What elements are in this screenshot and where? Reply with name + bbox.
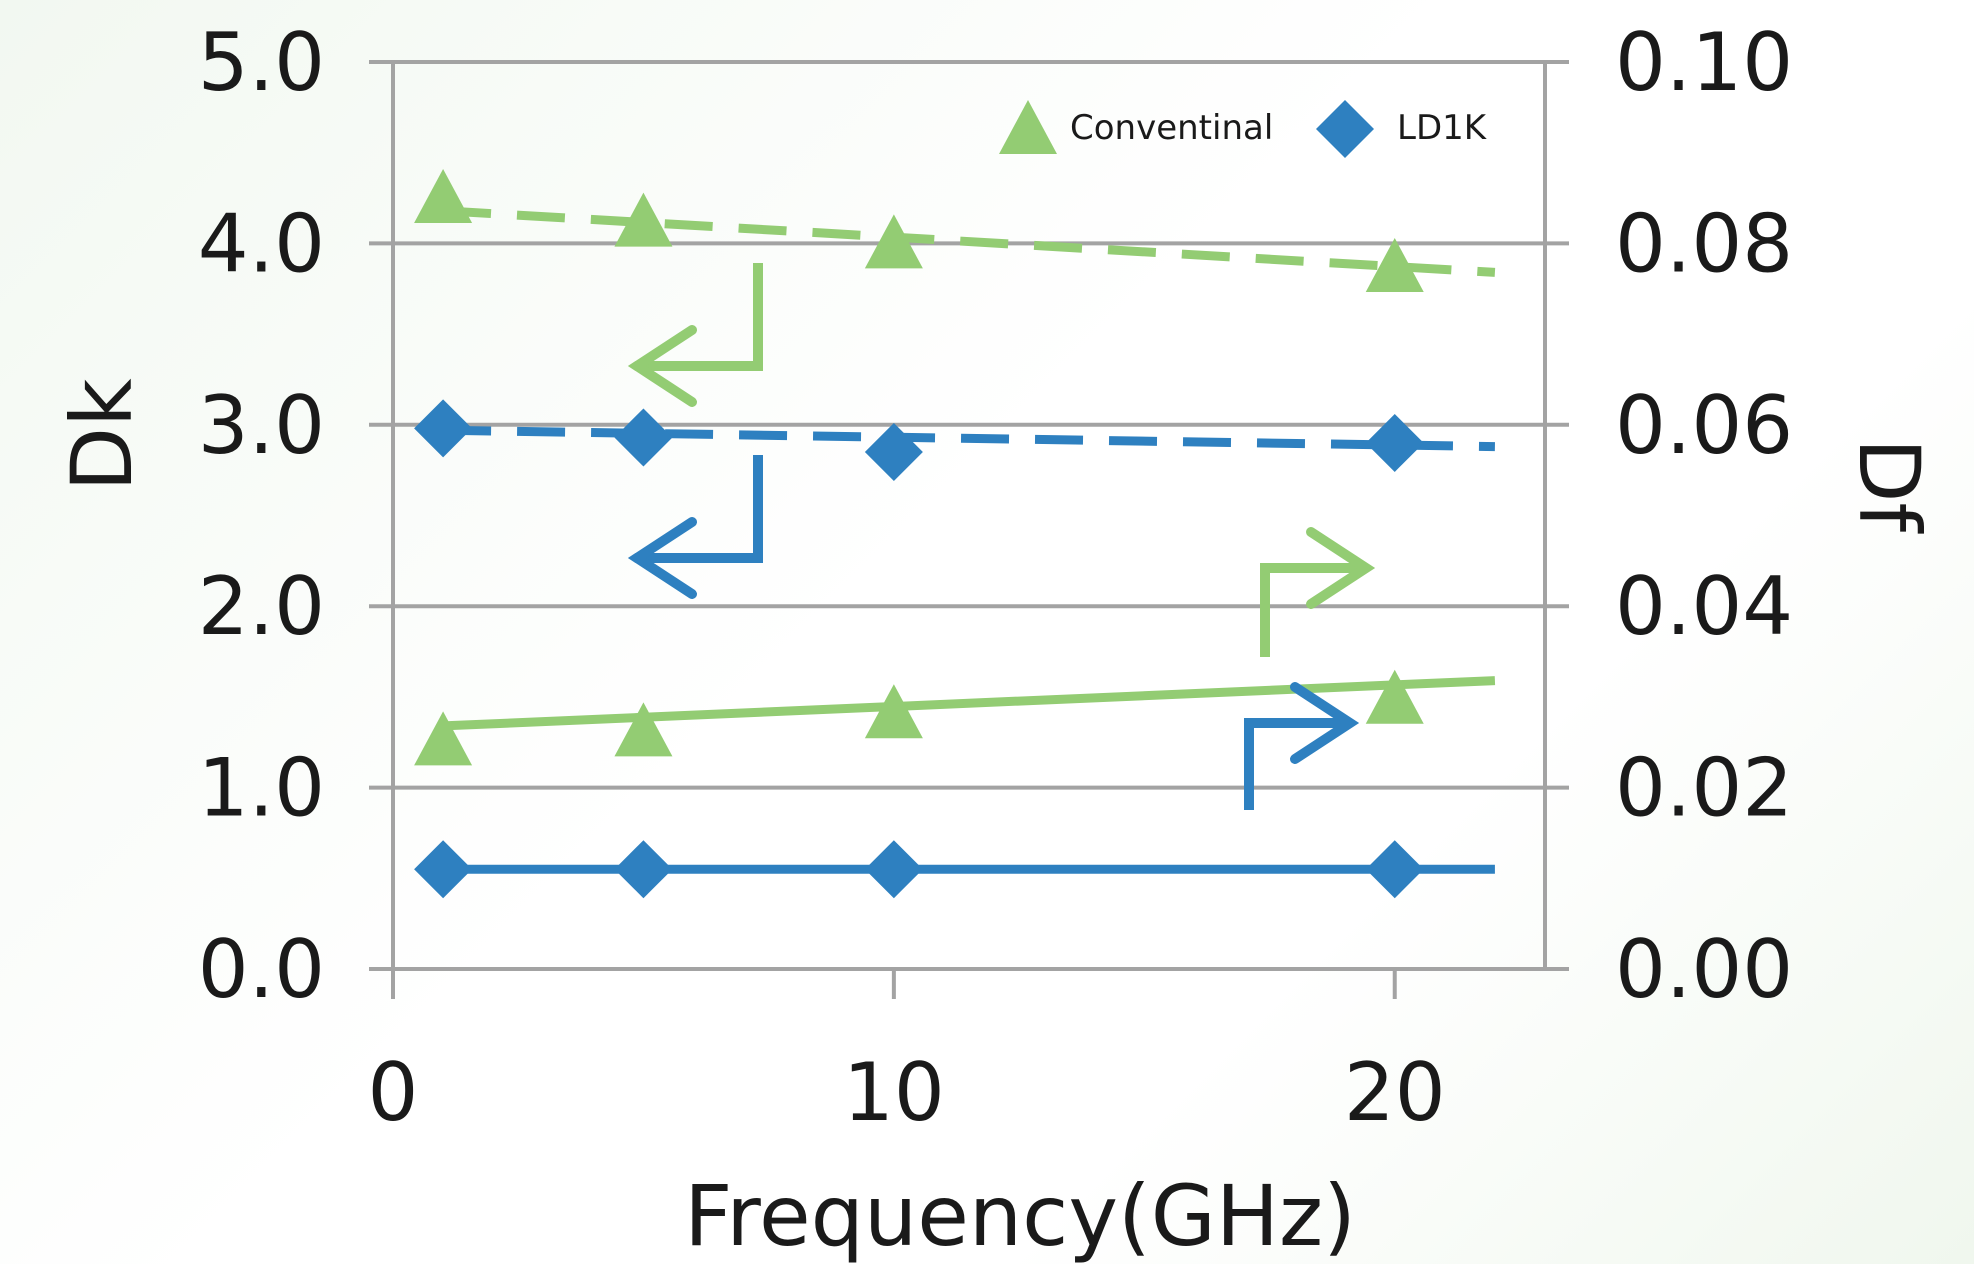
x-tick-label: 20: [1344, 1046, 1446, 1139]
legend-triangle-icon: [999, 100, 1057, 154]
data-markers: [414, 169, 1424, 899]
axes: [391, 62, 1547, 999]
left-axis-ticks: 0.0 1.0 2.0 3.0 4.0 5.0: [198, 16, 325, 1016]
marker-ld1k-df: [1365, 840, 1424, 899]
legend-label-conventinal: Conventinal: [1070, 108, 1273, 148]
x-axis-ticks: 0 10 20: [368, 969, 1446, 1139]
arrow-ld1k-dk-head: [627, 517, 697, 599]
y-left-tick-label: 0.0: [198, 923, 325, 1016]
trendline-ld1k-left: [443, 425, 1495, 452]
marker-conventinal-df: [864, 684, 923, 739]
trendline-conventinal-right: [442, 676, 1496, 731]
y-left-axis-title: Dk: [53, 378, 151, 492]
y-right-tick-label: 0.04: [1615, 560, 1793, 653]
y-left-tick-label: 2.0: [198, 560, 325, 653]
marker-conventinal-dk: [614, 192, 673, 247]
marker-ld1k-df: [414, 840, 473, 899]
marker-conventinal-dk: [1365, 237, 1424, 292]
trendlines: [442, 206, 1496, 874]
gridlines: [369, 60, 1569, 971]
y-left-tick-label: 3.0: [198, 379, 325, 472]
arrow-ld1k-dk: [645, 455, 763, 563]
arrow-conventinal-dk-head: [627, 325, 697, 407]
y-left-tick-label: 5.0: [198, 16, 325, 109]
marker-conventinal-df: [614, 702, 673, 757]
x-axis-title: Frequency(GHz): [684, 1167, 1356, 1264]
marker-ld1k-dk: [414, 399, 473, 458]
legend-label-ld1k: LD1K: [1397, 108, 1488, 148]
axis-arrows: [627, 263, 1376, 810]
y-right-tick-label: 0.00: [1615, 923, 1793, 1016]
y-right-tick-label: 0.06: [1615, 379, 1793, 472]
marker-ld1k-dk: [614, 408, 673, 467]
x-tick-label: 10: [843, 1046, 945, 1139]
arrow-conventinal-df-head: [1306, 527, 1376, 609]
y-right-tick-label: 0.10: [1615, 16, 1793, 109]
marker-conventinal-dk: [414, 169, 473, 224]
arrow-ld1k-df: [1244, 718, 1342, 810]
y-right-tick-label: 0.02: [1615, 742, 1793, 835]
y-right-axis-title: Df: [1840, 438, 1938, 535]
y-left-tick-label: 4.0: [198, 197, 325, 290]
marker-ld1k-df: [864, 840, 923, 899]
legend-diamond-icon: [1316, 100, 1374, 158]
x-tick-label: 0: [368, 1046, 419, 1139]
marker-ld1k-dk: [864, 423, 923, 482]
arrow-ld1k-df-head: [1290, 682, 1360, 764]
trendline-conventinal-left: [442, 206, 1496, 277]
y-left-tick-label: 1.0: [198, 742, 325, 835]
legend: Conventinal LD1K: [999, 100, 1488, 158]
marker-ld1k-dk: [1365, 413, 1424, 472]
marker-conventinal-df: [414, 711, 473, 766]
arrow-conventinal-df: [1260, 563, 1358, 657]
marker-conventinal-df: [1365, 669, 1424, 724]
arrow-conventinal-dk: [645, 263, 763, 371]
right-axis-ticks: 0.00 0.02 0.04 0.06 0.08 0.10: [1615, 16, 1793, 1016]
marker-ld1k-df: [614, 840, 673, 899]
y-right-tick-label: 0.08: [1615, 197, 1793, 290]
marker-conventinal-dk: [864, 214, 923, 269]
